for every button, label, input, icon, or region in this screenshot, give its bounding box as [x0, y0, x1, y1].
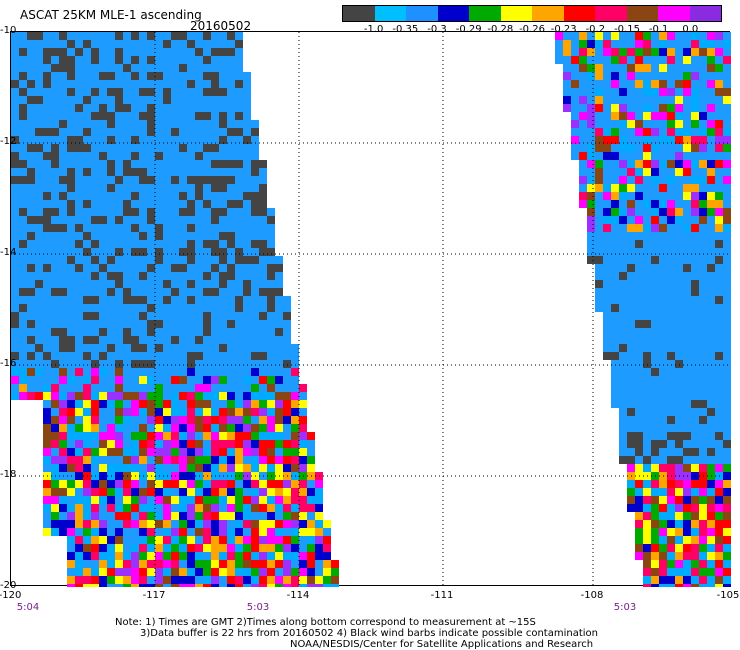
color-legend-swatch	[532, 6, 564, 21]
footnote-line-2: 3)Data buffer is 22 hrs from 20160502 4)…	[140, 628, 598, 639]
lat-label: -18	[0, 469, 17, 480]
color-legend-swatch	[689, 6, 721, 21]
color-legend-tick: -0.2	[585, 24, 606, 35]
color-legend-bar	[342, 5, 722, 22]
swath-time: 5:03	[613, 602, 637, 613]
lat-label: -10	[0, 25, 17, 36]
lon-label: -108	[580, 590, 604, 601]
map-panel[interactable]	[10, 31, 731, 587]
color-legend-tick: 0.0	[682, 24, 699, 35]
color-legend-swatch	[595, 6, 627, 21]
swath-time: 5:03	[246, 602, 270, 613]
lon-label: -111	[430, 590, 454, 601]
swath-time: 5:04	[16, 602, 40, 613]
color-legend-swatch	[563, 6, 595, 21]
lat-label: -12	[0, 136, 17, 147]
lon-label: -120	[0, 590, 22, 601]
color-legend-tick: -0.28	[487, 24, 514, 35]
color-legend-swatch	[343, 6, 375, 21]
color-legend-tick: -0.3	[427, 24, 447, 35]
color-legend-tick: -1.0	[363, 24, 384, 35]
color-legend-tick: -0.35	[392, 24, 419, 35]
map-title: ASCAT 25KM MLE-1 ascending	[20, 8, 202, 22]
color-legend-swatch	[406, 6, 438, 21]
color-legend-tick: -0.1	[648, 24, 669, 35]
color-legend-swatch	[469, 6, 501, 21]
lat-label: -20	[0, 580, 17, 591]
lon-label: -117	[142, 590, 166, 601]
swath-layer	[11, 32, 731, 587]
color-legend-tick: -0.26	[519, 24, 545, 35]
footnote-line-1: Note: 1) Times are GMT 2)Times along bot…	[115, 617, 536, 628]
lat-label: -16	[0, 358, 17, 369]
color-legend-swatch	[437, 6, 469, 21]
color-legend-tick: -0.29	[455, 24, 482, 35]
lon-label: -114	[286, 590, 310, 601]
map-date: 20160502	[190, 19, 252, 33]
color-legend-tick: -0.23	[550, 24, 577, 35]
color-legend-swatch	[626, 6, 658, 21]
footnote-credit: NOAA/NESDIS/Center for Satellite Applica…	[290, 639, 594, 650]
lat-label: -14	[0, 247, 17, 258]
color-legend-tick: -0.15	[614, 24, 640, 35]
lon-label: -105	[716, 590, 740, 601]
color-legend-swatch	[658, 6, 690, 21]
color-legend-ticks: -1.0 -0.35 -0.3 -0.29 -0.28 -0.26 -0.23 -0.2 -0.…	[330, 24, 730, 36]
color-legend-swatch	[374, 6, 406, 21]
color-legend-swatch	[500, 6, 532, 21]
